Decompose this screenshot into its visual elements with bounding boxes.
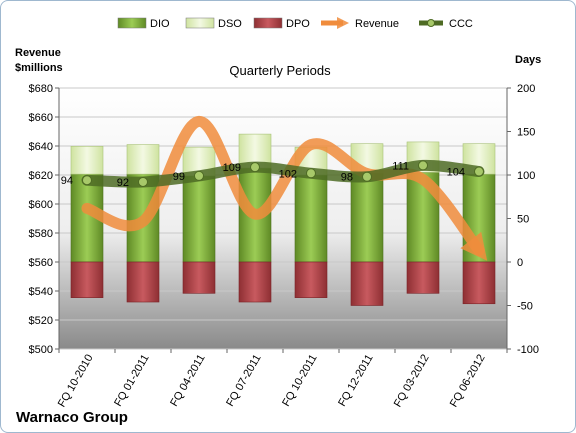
- right-tick-label: 50: [517, 214, 529, 226]
- ccc-series: 94 92 99 109 102 98 111 104: [61, 159, 485, 189]
- legend: DIO DSO DPO Revenue CCC: [117, 16, 473, 30]
- legend-label-dio: DIO: [150, 18, 170, 30]
- bar-dio: [182, 175, 216, 263]
- left-tick-label: $580: [29, 228, 53, 240]
- right-tick-label: -50: [517, 301, 533, 313]
- legend-label-ccc: CCC: [449, 18, 473, 30]
- left-tick-label: $540: [29, 286, 53, 298]
- legend-swatch-dpo: [253, 17, 283, 29]
- ccc-point: [474, 166, 484, 177]
- x-tick-label: FQ 10-2010: [56, 353, 96, 410]
- left-tick-label: $560: [29, 257, 53, 269]
- revenue-series: [81, 115, 488, 261]
- left-tick-label: $660: [29, 112, 53, 124]
- left-tick-label: $600: [29, 199, 53, 211]
- ccc-data-label: 109: [223, 162, 241, 174]
- revenue-line: [81, 115, 488, 261]
- right-tick-label: 200: [517, 83, 535, 95]
- bar-dpo: [126, 261, 160, 303]
- right-tick-label: -100: [517, 344, 539, 356]
- ccc-point: [418, 160, 428, 171]
- bar-dpo: [350, 261, 384, 306]
- left-tick-label: $520: [29, 315, 53, 327]
- company-name: Warnaco Group: [16, 409, 128, 426]
- left-tick-label: $500: [29, 344, 53, 356]
- legend-label-dso: DSO: [218, 18, 242, 30]
- ccc-point: [82, 175, 92, 186]
- right-tick-label: 0: [517, 257, 523, 269]
- left-tick-label: $620: [29, 170, 53, 182]
- bar-dpo: [182, 261, 216, 294]
- ccc-point: [250, 162, 260, 173]
- left-axis-label-line1: Revenue: [15, 47, 61, 59]
- legend-swatch-dio: [117, 17, 147, 29]
- ccc-data-label: 92: [117, 177, 129, 189]
- legend-label-dpo: DPO: [286, 18, 310, 30]
- left-tick-label: $680: [29, 83, 53, 95]
- x-tick-label: FQ 04-2011: [168, 353, 207, 409]
- left-axis-label-line2: $millions: [15, 62, 63, 74]
- bar-dso: [70, 145, 104, 175]
- left-tick-label: $640: [29, 141, 53, 153]
- bar-dpo: [406, 261, 440, 294]
- ccc-data-label: 104: [447, 167, 465, 179]
- ccc-point: [138, 176, 148, 187]
- ccc-data-label: 99: [173, 171, 185, 183]
- ccc-data-label: 98: [341, 172, 353, 184]
- ccc-data-label: 94: [61, 175, 73, 187]
- legend-label-revenue: Revenue: [355, 18, 399, 30]
- legend-marker-ccc: [427, 19, 435, 27]
- x-tick-label: FQ 10-2011: [280, 353, 319, 409]
- right-axis-label: Days: [515, 54, 541, 66]
- x-tick-label: FQ 12-2011: [336, 353, 375, 409]
- x-tick-label: FQ 07-2011: [224, 353, 263, 409]
- bar-dpo: [238, 261, 272, 303]
- legend-swatch-dso: [185, 17, 215, 29]
- right-tick-label: 150: [517, 127, 535, 139]
- plot-area: [58, 87, 508, 350]
- right-tick-label: 100: [517, 170, 535, 182]
- x-tick-label: FQ 01-2011: [112, 353, 151, 409]
- ccc-point: [194, 170, 204, 181]
- bar-dso: [126, 144, 160, 175]
- bar-dpo: [462, 261, 496, 305]
- bar-dpo: [70, 261, 104, 298]
- ccc-point: [362, 171, 372, 182]
- x-tick-label: FQ 03-2012: [392, 353, 432, 410]
- ccc-point: [306, 168, 316, 179]
- x-tick-label: FQ 06-2012: [448, 353, 488, 410]
- bar-dio: [350, 172, 384, 263]
- bar-dio: [294, 174, 328, 263]
- ccc-data-label: 111: [392, 160, 409, 172]
- chart-title: Quarterly Periods: [229, 63, 331, 78]
- ccc-data-label: 102: [279, 168, 297, 180]
- bar-dpo: [294, 261, 328, 298]
